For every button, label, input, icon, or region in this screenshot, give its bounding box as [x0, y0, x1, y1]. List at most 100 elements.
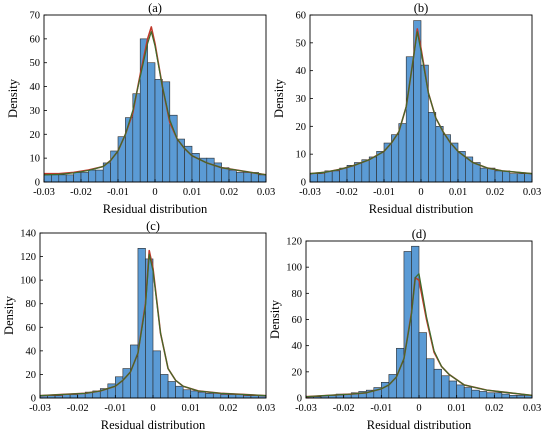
- y-axis-label: Density: [272, 78, 286, 118]
- histogram-bar: [368, 156, 377, 183]
- histogram-bar: [411, 245, 420, 399]
- y-tick-label: 80: [26, 299, 37, 310]
- x-tick-label: -0.02: [70, 187, 92, 198]
- x-tick-label: 0.02: [220, 187, 238, 198]
- histogram-bar: [43, 174, 52, 183]
- y-tick-label: 0: [297, 394, 302, 405]
- histogram-bar: [147, 62, 156, 183]
- panel-title: (b): [414, 1, 429, 15]
- fit-curve: [39, 253, 267, 397]
- y-axis-label: Density: [6, 78, 20, 118]
- histogram-bar: [509, 173, 518, 183]
- x-tick-label: -0.02: [67, 403, 89, 414]
- histogram-bar: [524, 173, 533, 183]
- histogram-bar: [441, 375, 450, 399]
- y-tick-label: 40: [30, 82, 41, 93]
- histogram-bar: [494, 392, 503, 399]
- x-tick-label: 0.01: [181, 403, 199, 414]
- x-tick-label: -0.03: [295, 403, 317, 414]
- y-tick-label: 120: [286, 237, 302, 248]
- panel-title: (c): [146, 219, 160, 233]
- y-tick-label: 60: [296, 11, 307, 22]
- histogram-bar: [471, 389, 480, 399]
- y-tick-label: 60: [30, 34, 41, 45]
- y-tick-label: 70: [30, 11, 41, 22]
- x-tick-label: -0.02: [336, 187, 358, 198]
- histogram-bar: [450, 142, 459, 183]
- panel-a: -0.03 -0.02 -0.01 0 0.01 0.02 0.03 0 10 20 30 40 50 6…: [6, 1, 275, 216]
- panel-c: -0.03 -0.02 -0.01 0 0.01 0.02 0.03 0 20 40 60 80 100…: [2, 219, 275, 432]
- y-axis-label: Density: [268, 299, 282, 339]
- histogram-bar: [88, 169, 97, 183]
- histogram-bar: [130, 344, 139, 399]
- y-tick-label: 20: [30, 130, 41, 141]
- histogram-bar: [361, 159, 370, 183]
- histogram-bar: [182, 389, 191, 399]
- histogram-bar: [160, 374, 169, 399]
- x-tick-label: 0.02: [219, 403, 237, 414]
- panel-title: (a): [148, 1, 162, 15]
- x-tick-label: -0.01: [370, 403, 392, 414]
- histogram-bar: [205, 392, 214, 399]
- y-tick-label: 30: [296, 94, 307, 105]
- x-tick-label: -0.03: [299, 187, 321, 198]
- histogram-bar: [494, 170, 503, 183]
- x-tick-label: 0: [418, 187, 423, 198]
- histogram-bar: [502, 170, 511, 183]
- panel-b: -0.03 -0.02 -0.01 0 0.01 0.02 0.03 0 10 20 30 40 50 6…: [272, 1, 541, 216]
- y-tick-label: 80: [292, 289, 303, 300]
- histogram-bar: [331, 170, 340, 183]
- x-tick-label: 0.01: [449, 187, 467, 198]
- y-tick-label: 0: [31, 394, 36, 405]
- y-tick-label: 20: [296, 122, 307, 133]
- x-tick-label: 0.02: [485, 403, 503, 414]
- histogram-bar: [167, 381, 176, 399]
- x-tick-label: 0.03: [257, 187, 275, 198]
- histogram-bar: [51, 174, 60, 183]
- histogram-bar: [190, 390, 199, 399]
- x-tick-label: 0.03: [523, 403, 541, 414]
- x-axis-label: Residual distribution: [101, 418, 206, 432]
- histogram-bar: [197, 391, 207, 399]
- histogram-bar: [309, 173, 318, 183]
- histogram-bar: [152, 350, 161, 399]
- histogram-bar: [228, 169, 237, 183]
- panel-title: (d): [412, 227, 427, 241]
- x-tick-label: -0.01: [104, 403, 126, 414]
- x-tick-label: -0.02: [333, 403, 355, 414]
- histogram-bar: [435, 126, 444, 183]
- histogram-bar: [221, 167, 230, 183]
- x-tick-label: -0.03: [33, 187, 55, 198]
- y-tick-label: 140: [20, 229, 36, 240]
- histogram-bar: [456, 384, 465, 399]
- x-tick-label: 0.01: [183, 187, 201, 198]
- x-tick-label: 0.01: [447, 403, 465, 414]
- histogram-bar: [69, 394, 78, 399]
- fit-curve: [43, 31, 267, 176]
- histogram-bar: [220, 394, 229, 399]
- x-tick-label: 0: [416, 403, 421, 414]
- histogram-bar: [428, 112, 437, 183]
- y-tick-label: 20: [26, 370, 37, 381]
- x-tick-label: -0.03: [29, 403, 51, 414]
- histogram-bar: [486, 392, 495, 399]
- histogram-bar: [236, 172, 245, 183]
- histogram-bar: [95, 169, 104, 183]
- y-tick-label: 0: [35, 178, 40, 189]
- histogram-bar: [154, 79, 163, 183]
- histogram-bar: [479, 167, 488, 183]
- y-tick-label: 60: [292, 315, 303, 326]
- histogram-bar: [433, 368, 442, 399]
- x-tick-label: 0: [152, 187, 157, 198]
- histogram-bar: [383, 142, 392, 183]
- y-tick-label: 120: [20, 252, 36, 263]
- y-tick-label: 0: [301, 178, 306, 189]
- x-tick-label: 0.02: [486, 187, 504, 198]
- y-tick-label: 40: [292, 341, 303, 352]
- y-tick-label: 20: [292, 367, 303, 378]
- y-tick-label: 100: [286, 263, 302, 274]
- histogram-bar: [405, 56, 414, 183]
- fit-curve: [305, 273, 533, 398]
- y-tick-label: 10: [30, 154, 41, 165]
- histogram-bar: [175, 385, 184, 399]
